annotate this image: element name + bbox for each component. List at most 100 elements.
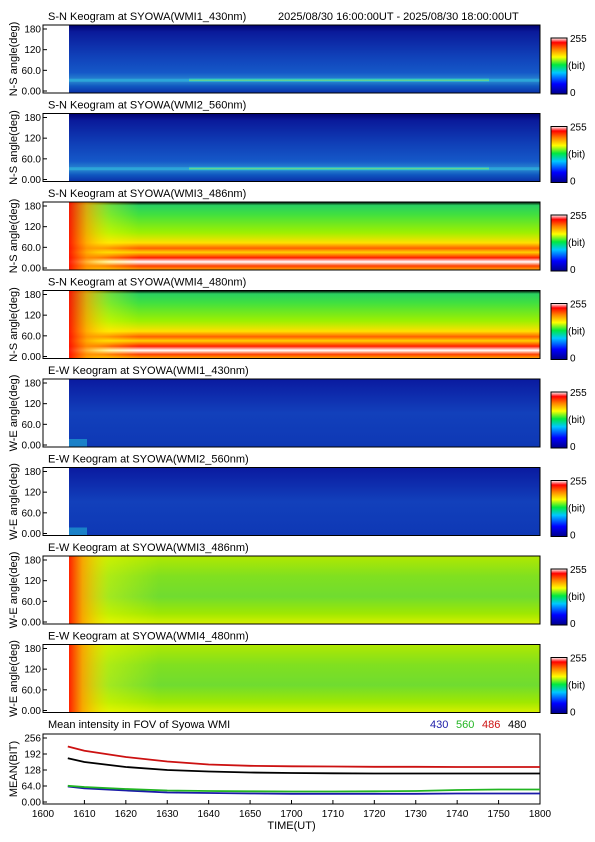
series-line-430 bbox=[67, 785, 540, 795]
keogram-frame bbox=[42, 24, 541, 94]
y-tick-label: 60.0 bbox=[22, 243, 42, 254]
keogram-frame bbox=[42, 644, 541, 713]
colorbar-max-label: 255 bbox=[570, 211, 587, 222]
y-tick-label: 180 bbox=[24, 25, 41, 36]
colorbar-min-label: 0 bbox=[570, 619, 576, 630]
colorbar-unit-label: (bit) bbox=[568, 238, 585, 249]
y-axis-label: W-E angle(deg) bbox=[8, 463, 20, 540]
colorbar-unit-label: (bit) bbox=[568, 150, 585, 161]
y-tick-label: 60.0 bbox=[22, 597, 42, 608]
x-tick-label: 1800 bbox=[529, 809, 552, 820]
y-tick-label: 0.00 bbox=[22, 264, 42, 275]
legend-entry-486: 486 bbox=[482, 719, 500, 731]
keogram-title: E-W Keogram at SYOWA(WMI1_430nm) bbox=[48, 365, 249, 377]
mean-y-tick-label: 192 bbox=[24, 750, 41, 761]
colorbar-min-label: 0 bbox=[570, 177, 576, 188]
colorbar-unit-label: (bit) bbox=[568, 681, 585, 692]
colorbar-max-label: 255 bbox=[570, 654, 587, 665]
y-tick-label: 0.00 bbox=[22, 175, 42, 186]
y-tick-label: 120 bbox=[24, 576, 41, 587]
keogram-image bbox=[69, 290, 540, 359]
y-tick-label: 180 bbox=[24, 290, 41, 301]
series-line-560 bbox=[67, 784, 540, 793]
x-tick-label: 1620 bbox=[115, 809, 138, 820]
keogram-frame bbox=[42, 290, 541, 359]
y-axis-label: N-S angle(deg) bbox=[8, 287, 20, 362]
twilight-edge bbox=[69, 202, 139, 270]
colorbar bbox=[550, 214, 568, 272]
keogram-title: S-N Keogram at SYOWA(WMI2_560nm) bbox=[48, 100, 246, 112]
twilight-edge bbox=[69, 290, 139, 359]
keogram-title: E-W Keogram at SYOWA(WMI3_486nm) bbox=[48, 542, 249, 554]
series-line-480 bbox=[67, 757, 540, 775]
mean-y-tick-label: 128 bbox=[24, 766, 41, 777]
x-tick-label: 1650 bbox=[239, 809, 262, 820]
colorbar bbox=[550, 480, 568, 537]
colorbar bbox=[550, 37, 568, 95]
y-tick-label: 0.00 bbox=[22, 706, 42, 717]
y-tick-label: 120 bbox=[24, 488, 41, 499]
x-tick-label: 1740 bbox=[446, 809, 469, 820]
y-tick-label: 0.00 bbox=[22, 87, 42, 98]
y-axis-label: N-S angle(deg) bbox=[8, 110, 20, 185]
y-tick-label: 180 bbox=[24, 202, 41, 213]
y-tick-label: 0.00 bbox=[22, 441, 42, 452]
colorbar-max-label: 255 bbox=[570, 300, 587, 311]
x-tick-label: 1610 bbox=[73, 809, 96, 820]
x-tick-label: 1710 bbox=[322, 809, 345, 820]
mean-intensity-panel: Mean intensity in FOV of Syowa WMI 430 560… bbox=[8, 719, 552, 832]
twilight-edge bbox=[69, 556, 159, 624]
mean-panel-title: Mean intensity in FOV of Syowa WMI bbox=[48, 719, 230, 731]
y-tick-label: 120 bbox=[24, 45, 41, 56]
mean-y-axis-label: MEAN(BIT) bbox=[8, 741, 20, 797]
keogram-title: S-N Keogram at SYOWA(WMI1_430nm) bbox=[48, 11, 246, 23]
keogram-title: E-W Keogram at SYOWA(WMI4_480nm) bbox=[48, 631, 249, 643]
keogram-frame bbox=[42, 555, 541, 625]
x-tick-label: 1600 bbox=[32, 809, 55, 820]
keogram-title: S-N Keogram at SYOWA(WMI4_480nm) bbox=[48, 277, 246, 289]
keogram-panel-1: S-N Keogram at SYOWA(WMI1_430nm) 2025/08/… bbox=[8, 11, 587, 99]
y-tick-label: 0.00 bbox=[22, 352, 42, 363]
colorbar-min-label: 0 bbox=[570, 531, 576, 542]
legend-entry-430: 430 bbox=[430, 719, 448, 731]
y-tick-label: 0.00 bbox=[22, 618, 42, 629]
colorbar-min-label: 0 bbox=[570, 708, 576, 719]
keogram-panel-7: E-W Keogram at SYOWA(WMI3_486nm) 0.00 60.0… bbox=[8, 542, 587, 630]
aurora-band-faint bbox=[69, 78, 540, 82]
mean-y-tick-label: 256 bbox=[24, 734, 41, 745]
time-range-label: 2025/08/30 16:00:00UT - 2025/08/30 18:00… bbox=[278, 11, 519, 23]
colorbar bbox=[550, 126, 568, 183]
mean-y-tick-label: 64.0 bbox=[22, 782, 42, 793]
keogram-title: E-W Keogram at SYOWA(WMI2_560nm) bbox=[48, 454, 249, 466]
x-tick-label: 1640 bbox=[198, 809, 221, 820]
x-tick-label: 1700 bbox=[280, 809, 303, 820]
x-tick-label: 1750 bbox=[487, 809, 510, 820]
y-tick-label: 180 bbox=[24, 556, 41, 567]
keogram-panel-8: E-W Keogram at SYOWA(WMI4_480nm) 0.00 60.0… bbox=[8, 631, 587, 719]
colorbar bbox=[550, 303, 568, 360]
y-tick-label: 60.0 bbox=[22, 154, 42, 165]
colorbar-unit-label: (bit) bbox=[568, 504, 585, 515]
x-tick-label: 1720 bbox=[363, 809, 386, 820]
y-tick-label: 60.0 bbox=[22, 331, 42, 342]
legend-entry-560: 560 bbox=[456, 719, 474, 731]
twilight-edge bbox=[69, 527, 87, 536]
legend-entry-480: 480 bbox=[508, 719, 526, 731]
y-tick-label: 120 bbox=[24, 399, 41, 410]
colorbar-min-label: 0 bbox=[570, 354, 576, 365]
y-axis-label: W-E angle(deg) bbox=[8, 375, 20, 452]
y-axis-label: W-E angle(deg) bbox=[8, 640, 20, 717]
keogram-image bbox=[69, 25, 540, 93]
y-tick-label: 180 bbox=[24, 467, 41, 478]
colorbar bbox=[550, 657, 568, 714]
x-axis-label: TIME(UT) bbox=[267, 820, 315, 832]
keogram-image bbox=[69, 202, 540, 270]
colorbar bbox=[550, 568, 568, 626]
colorbar-min-label: 0 bbox=[570, 88, 576, 99]
colorbar-min-label: 0 bbox=[570, 265, 576, 276]
keogram-frame bbox=[42, 378, 541, 448]
keogram-panel-4: S-N Keogram at SYOWA(WMI4_480nm) 0.00 60.0… bbox=[8, 277, 587, 365]
y-tick-label: 60.0 bbox=[22, 420, 42, 431]
aurora-band-faint bbox=[69, 167, 540, 171]
